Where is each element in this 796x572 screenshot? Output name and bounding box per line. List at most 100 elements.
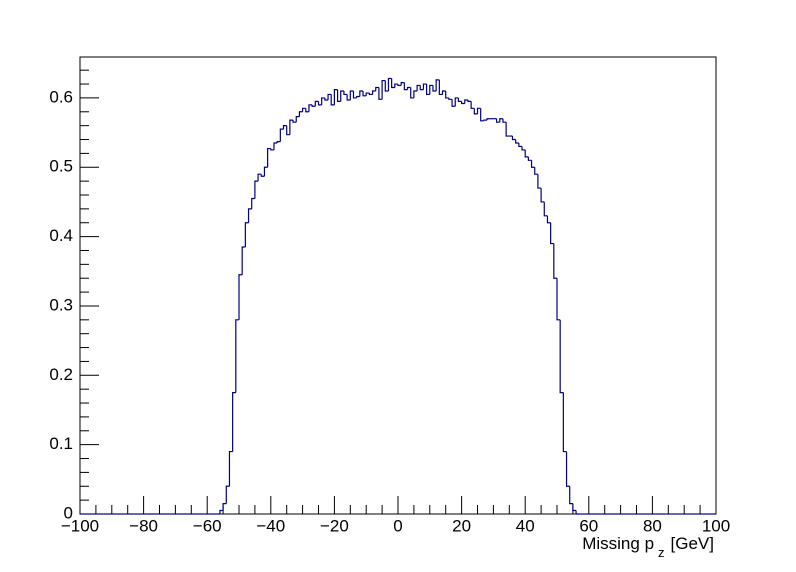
x-axis-label: Missing p z [GeV] [582, 534, 714, 560]
histogram-bin [445, 90, 449, 99]
y-tick-label: 0.4 [49, 226, 73, 245]
histogram-bin [543, 201, 548, 217]
histogram-bin [219, 509, 224, 514]
histogram-bin [254, 180, 259, 199]
histogram-bin [292, 120, 297, 123]
histogram-bin [362, 90, 367, 97]
histogram-bin [518, 142, 523, 148]
x-tick-label: −100 [61, 516, 99, 535]
histogram-bin [378, 87, 383, 100]
histogram-bin [422, 83, 427, 90]
histogram-bin [464, 99, 468, 104]
histogram-bin [419, 85, 424, 91]
histogram-bin [346, 94, 351, 101]
histogram-bin [349, 90, 354, 100]
histogram-bin [381, 79, 386, 100]
histogram-bin [371, 90, 376, 95]
histogram-bin [343, 90, 348, 96]
histogram-bin [406, 86, 411, 90]
x-tick-label: −80 [129, 516, 158, 535]
histogram-bin [282, 125, 287, 130]
histogram-bin [365, 92, 370, 96]
histogram-bin [270, 148, 274, 151]
x-tick-label: −60 [193, 516, 222, 535]
histogram-bin [495, 118, 500, 123]
histogram-bin [505, 122, 510, 137]
histogram-bin [515, 139, 519, 144]
histogram-bin [569, 486, 573, 505]
histogram-bin [486, 118, 491, 121]
x-label-main: Missing p [582, 534, 654, 553]
histogram-bin [562, 392, 567, 453]
histogram-bin [263, 166, 268, 177]
x-tick-label: 60 [579, 516, 598, 535]
x-tick-label: 40 [516, 516, 535, 535]
histogram-bin [333, 88, 338, 105]
histogram-bin [553, 243, 557, 279]
histogram-bin [527, 156, 532, 161]
histogram-bin [394, 83, 398, 88]
histogram-bin [324, 97, 329, 101]
histogram-bin [298, 111, 303, 117]
histogram-bin [470, 101, 475, 109]
histogram-bin [572, 503, 577, 512]
histogram-bin [225, 485, 230, 504]
histogram-bin [457, 97, 462, 102]
histogram-bin [311, 104, 316, 107]
histogram-bin [432, 85, 437, 92]
histogram-bin [410, 87, 414, 99]
histogram-bin [502, 118, 507, 123]
histogram-bin [336, 89, 341, 102]
histogram-bin [559, 319, 564, 394]
histogram-bin [426, 84, 430, 96]
histogram-bin [483, 119, 488, 121]
histogram-bin [302, 107, 306, 112]
histogram-bin [397, 84, 402, 87]
histogram-bin [308, 104, 313, 112]
histogram-bin [359, 90, 364, 97]
plot-frame [79, 56, 717, 515]
histogram-bin [222, 502, 227, 511]
y-tick-label: 0.2 [49, 365, 73, 384]
y-tick-label: 0.3 [49, 295, 73, 314]
histogram-bin [321, 97, 325, 105]
histogram-bin [305, 108, 309, 113]
histogram-bin [247, 208, 252, 223]
histogram-bin [235, 319, 239, 393]
histogram-bin [289, 119, 294, 135]
histogram-bin [314, 100, 319, 107]
histogram-bin [521, 146, 526, 151]
histogram-bin [530, 160, 535, 168]
histogram-bin [499, 118, 503, 123]
histogram-bin [327, 93, 332, 100]
histogram-bin [286, 125, 290, 136]
histogram-bin [238, 274, 243, 320]
histogram-bin [429, 84, 433, 95]
histogram-bin [480, 108, 484, 122]
histogram-bin [400, 82, 405, 86]
histogram-bin [565, 451, 570, 487]
x-tick-label: −40 [256, 516, 285, 535]
histogram-bin [413, 90, 418, 98]
x-tick-label: −20 [320, 516, 349, 535]
histogram-bin [276, 141, 281, 143]
y-tick-label: 0.1 [49, 434, 73, 453]
histogram-bin [451, 99, 456, 107]
histogram-bin [368, 93, 373, 96]
histogram-bin [511, 136, 516, 141]
histogram-bin [257, 173, 262, 182]
histogram-bin [441, 90, 446, 95]
histogram-bin [546, 215, 551, 224]
x-tick-label: 100 [702, 516, 730, 535]
histogram-bin [244, 222, 249, 248]
histogram-bin [352, 90, 357, 99]
histogram-bin [228, 450, 233, 487]
histogram-bin [387, 77, 392, 91]
x-tick-label: 0 [393, 516, 402, 535]
histogram-bin [448, 97, 453, 100]
histogram-bin [476, 107, 481, 114]
histogram-bin [416, 84, 421, 91]
histogram-bin [550, 222, 554, 245]
x-tick-label: 80 [643, 516, 662, 535]
